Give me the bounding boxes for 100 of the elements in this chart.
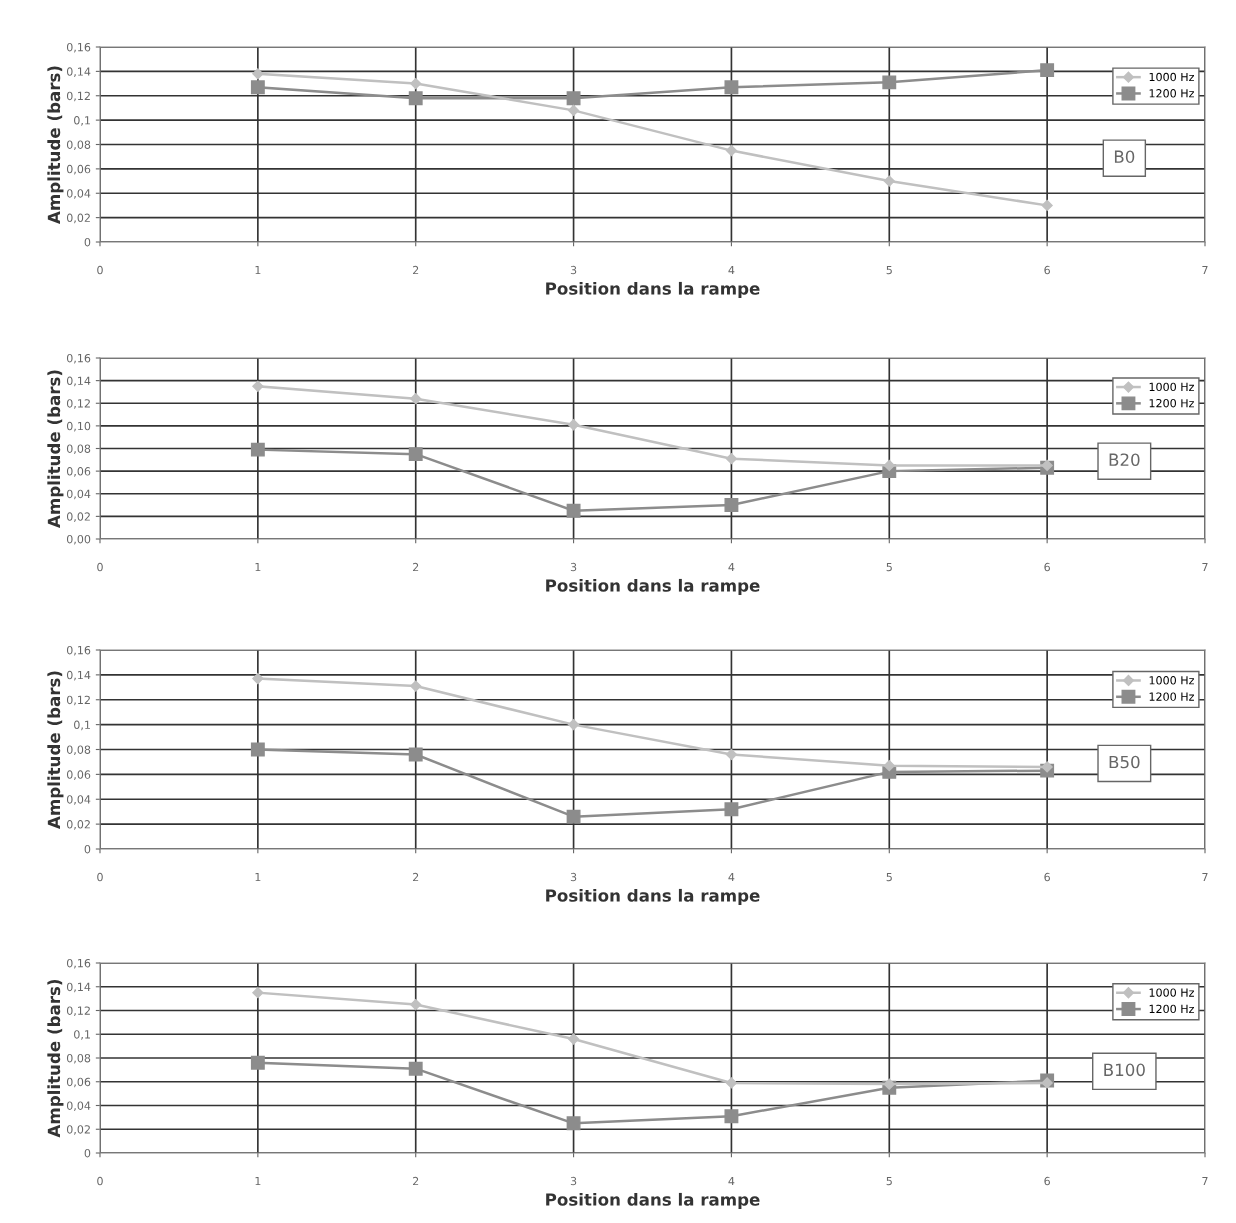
- point: [566, 503, 581, 518]
- x-tick-label: 5: [886, 872, 892, 882]
- y-tick-label: 0,00: [66, 534, 91, 545]
- x-tick-label: 4: [728, 872, 735, 882]
- legend-label: 1200 Hz: [1149, 89, 1194, 98]
- x-tick-label: 7: [1202, 872, 1208, 882]
- x-axis-title: Position dans la rampe: [546, 888, 760, 906]
- point: [567, 1033, 580, 1045]
- y-tick-label: 0: [84, 844, 91, 854]
- annotation: B20: [1109, 453, 1140, 467]
- y-tick-label: 0,08: [66, 745, 91, 756]
- y-tick-label: 0,12: [66, 91, 90, 102]
- y-tick-label: 0,06: [66, 164, 91, 175]
- y-axis-title: Amplitude (bars): [47, 671, 64, 829]
- point: [724, 498, 739, 513]
- point: [410, 680, 422, 692]
- y-tick-label: 0,1: [74, 116, 90, 126]
- point: [252, 673, 264, 685]
- point: [250, 442, 265, 457]
- point: [567, 719, 580, 731]
- y-tick-label: 0,14: [66, 67, 91, 77]
- y-tick-label: 0,14: [66, 376, 91, 387]
- point: [410, 393, 422, 405]
- point: [408, 91, 423, 106]
- point: [1041, 199, 1053, 212]
- point: [408, 1061, 423, 1076]
- point: [883, 175, 895, 187]
- x-tick-label: 3: [570, 265, 577, 275]
- x-tick-label: 7: [1202, 1176, 1208, 1186]
- annotation: B50: [1109, 755, 1140, 769]
- point: [566, 809, 581, 824]
- point: [250, 80, 265, 95]
- point: [408, 747, 423, 762]
- y-tick-label: 0,14: [66, 670, 91, 681]
- x-tick-label: 4: [728, 1176, 735, 1186]
- y-tick-label: 0: [84, 237, 91, 247]
- y-tick-label: 0,02: [66, 1125, 90, 1135]
- y-tick-label: 0,06: [66, 467, 91, 477]
- x-tick-label: 2: [412, 562, 419, 572]
- x-tick-label: 1: [255, 1176, 261, 1186]
- x-tick-label: 7: [1202, 562, 1208, 572]
- x-tick-label: 5: [886, 1176, 892, 1186]
- y-tick-label: 0,12: [66, 399, 90, 409]
- x-tick-label: 0: [97, 562, 103, 572]
- x-tick-label: 0: [97, 872, 103, 882]
- y-tick-label: 0,1: [74, 1030, 90, 1040]
- y-tick-label: 0,16: [66, 42, 91, 53]
- y-axis-title: Amplitude (bars): [47, 370, 64, 528]
- point: [566, 1116, 581, 1131]
- y-tick-label: 0,02: [66, 213, 90, 224]
- x-axis-title: Position dans la rampe: [546, 578, 760, 596]
- x-tick-label: 0: [97, 1176, 103, 1186]
- x-tick-label: 1: [255, 562, 261, 572]
- legend-label: 1000 Hz: [1149, 676, 1194, 685]
- y-tick-label: 0,02: [66, 820, 90, 830]
- y-tick-label: 0,04: [66, 1101, 91, 1112]
- point: [1041, 761, 1053, 773]
- point: [883, 760, 895, 772]
- x-tick-label: 2: [412, 1176, 419, 1186]
- x-tick-label: 1: [255, 872, 261, 882]
- y-tick-label: 0,06: [66, 1077, 91, 1088]
- y-tick-label: 0,08: [66, 140, 91, 151]
- y-tick-label: 0,16: [66, 958, 91, 969]
- y-tick-label: 0,12: [66, 1006, 90, 1017]
- y-tick-label: 0,1: [74, 720, 90, 731]
- x-tick-label: 3: [570, 872, 577, 882]
- x-tick-label: 0: [97, 265, 103, 275]
- x-axis-title: Position dans la rampe: [546, 281, 760, 299]
- x-tick-label: 4: [728, 265, 735, 275]
- y-tick-label: 0,16: [66, 353, 91, 364]
- legend-label: 1000 Hz: [1149, 72, 1194, 82]
- y-tick-label: 0,08: [66, 1053, 91, 1064]
- y-tick-label: 0,10: [66, 421, 91, 432]
- point: [1040, 63, 1055, 78]
- x-tick-label: 5: [886, 562, 892, 572]
- point: [883, 459, 895, 472]
- point: [408, 447, 423, 462]
- legend-label: 1200 Hz: [1149, 692, 1194, 701]
- y-tick-label: 0,02: [66, 512, 90, 522]
- point: [250, 1055, 265, 1070]
- annotation: B100: [1104, 1063, 1145, 1077]
- y-tick-label: 0,04: [66, 489, 91, 500]
- point: [725, 748, 738, 761]
- legend-label: 1000 Hz: [1149, 382, 1194, 392]
- x-tick-label: 3: [570, 562, 577, 572]
- point: [725, 453, 738, 465]
- point: [883, 1078, 895, 1090]
- x-tick-label: 6: [1044, 562, 1050, 572]
- y-tick-label: 0,04: [66, 795, 91, 805]
- point: [725, 144, 738, 157]
- x-tick-label: 1: [255, 265, 261, 275]
- y-axis-title: Amplitude (bars): [47, 979, 64, 1138]
- point: [252, 380, 264, 392]
- x-tick-label: 5: [886, 265, 892, 275]
- annotation: B0: [1114, 150, 1135, 163]
- y-tick-label: 0,16: [66, 645, 91, 656]
- point: [882, 75, 897, 90]
- point: [566, 91, 581, 106]
- point: [724, 1109, 739, 1124]
- x-tick-label: 2: [412, 872, 419, 882]
